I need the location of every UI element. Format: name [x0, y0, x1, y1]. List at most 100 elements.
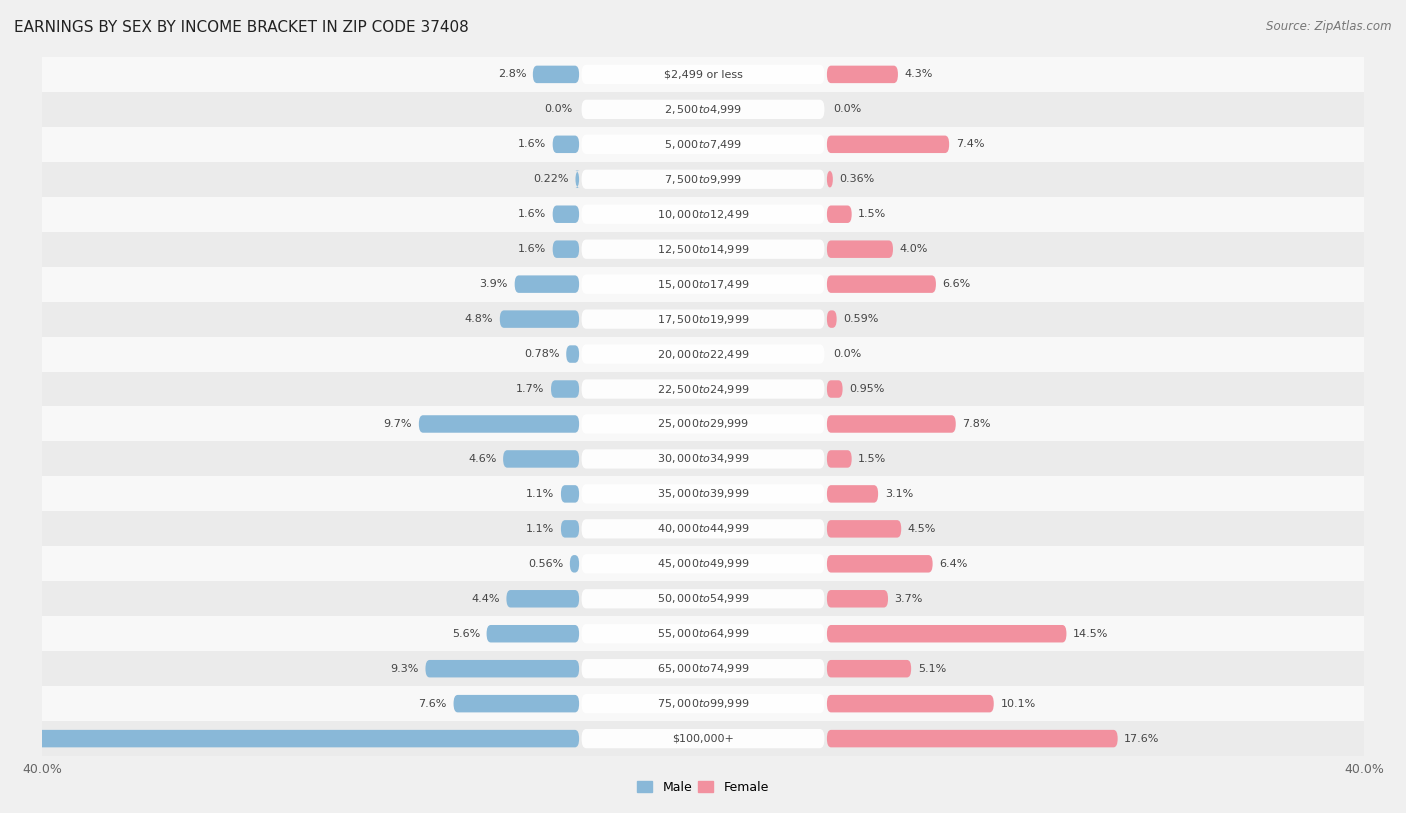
Bar	[42, 686, 1364, 721]
Text: 0.36%: 0.36%	[839, 174, 875, 185]
FancyBboxPatch shape	[582, 589, 824, 608]
Text: $50,000 to $54,999: $50,000 to $54,999	[657, 593, 749, 605]
FancyBboxPatch shape	[582, 415, 824, 433]
Text: $12,500 to $14,999: $12,500 to $14,999	[657, 243, 749, 255]
Bar	[42, 57, 1364, 92]
Text: 4.0%: 4.0%	[900, 244, 928, 254]
Text: 1.5%: 1.5%	[858, 454, 887, 464]
FancyBboxPatch shape	[582, 624, 824, 643]
FancyBboxPatch shape	[582, 694, 824, 713]
FancyBboxPatch shape	[827, 660, 911, 677]
FancyBboxPatch shape	[827, 485, 879, 502]
Text: $100,000+: $100,000+	[672, 733, 734, 744]
FancyBboxPatch shape	[582, 520, 824, 538]
FancyBboxPatch shape	[827, 66, 898, 83]
Text: 7.4%: 7.4%	[956, 139, 984, 150]
Text: 3.9%: 3.9%	[479, 279, 508, 289]
Text: $22,500 to $24,999: $22,500 to $24,999	[657, 383, 749, 395]
FancyBboxPatch shape	[419, 415, 579, 433]
FancyBboxPatch shape	[827, 380, 842, 398]
FancyBboxPatch shape	[582, 450, 824, 468]
FancyBboxPatch shape	[561, 520, 579, 537]
FancyBboxPatch shape	[575, 171, 579, 188]
FancyBboxPatch shape	[582, 729, 824, 748]
FancyBboxPatch shape	[533, 66, 579, 83]
Text: $10,000 to $12,499: $10,000 to $12,499	[657, 208, 749, 220]
Text: 3.7%: 3.7%	[894, 593, 922, 604]
FancyBboxPatch shape	[503, 450, 579, 467]
FancyBboxPatch shape	[553, 136, 579, 153]
FancyBboxPatch shape	[827, 136, 949, 153]
FancyBboxPatch shape	[582, 345, 824, 363]
Text: $30,000 to $34,999: $30,000 to $34,999	[657, 453, 749, 465]
Bar	[42, 511, 1364, 546]
Text: 0.0%: 0.0%	[544, 104, 572, 115]
Text: 14.5%: 14.5%	[1073, 628, 1108, 639]
FancyBboxPatch shape	[582, 65, 824, 84]
FancyBboxPatch shape	[551, 380, 579, 398]
Bar	[42, 441, 1364, 476]
Text: 10.1%: 10.1%	[1001, 698, 1036, 709]
Text: $65,000 to $74,999: $65,000 to $74,999	[657, 663, 749, 675]
FancyBboxPatch shape	[582, 100, 824, 119]
FancyBboxPatch shape	[582, 485, 824, 503]
Text: 1.1%: 1.1%	[526, 489, 554, 499]
Text: 4.5%: 4.5%	[908, 524, 936, 534]
FancyBboxPatch shape	[827, 555, 932, 572]
Legend: Male, Female: Male, Female	[633, 776, 773, 799]
Text: 4.6%: 4.6%	[468, 454, 496, 464]
Text: 7.8%: 7.8%	[962, 419, 991, 429]
FancyBboxPatch shape	[827, 695, 994, 712]
FancyBboxPatch shape	[506, 590, 579, 607]
Bar	[42, 616, 1364, 651]
FancyBboxPatch shape	[827, 415, 956, 433]
Bar	[42, 302, 1364, 337]
FancyBboxPatch shape	[582, 554, 824, 573]
Bar	[42, 232, 1364, 267]
Text: 6.6%: 6.6%	[942, 279, 970, 289]
Text: $55,000 to $64,999: $55,000 to $64,999	[657, 628, 749, 640]
Bar	[42, 476, 1364, 511]
FancyBboxPatch shape	[515, 276, 579, 293]
FancyBboxPatch shape	[827, 241, 893, 258]
Bar	[42, 406, 1364, 441]
Text: 6.4%: 6.4%	[939, 559, 967, 569]
Text: $7,500 to $9,999: $7,500 to $9,999	[664, 173, 742, 185]
Bar	[42, 127, 1364, 162]
Bar	[42, 581, 1364, 616]
FancyBboxPatch shape	[582, 275, 824, 293]
FancyBboxPatch shape	[567, 346, 579, 363]
FancyBboxPatch shape	[827, 730, 1118, 747]
Text: 9.3%: 9.3%	[391, 663, 419, 674]
Bar	[42, 372, 1364, 406]
Bar	[42, 651, 1364, 686]
FancyBboxPatch shape	[553, 241, 579, 258]
FancyBboxPatch shape	[827, 311, 837, 328]
Text: $5,000 to $7,499: $5,000 to $7,499	[664, 138, 742, 150]
FancyBboxPatch shape	[582, 205, 824, 224]
Text: 0.56%: 0.56%	[529, 559, 564, 569]
FancyBboxPatch shape	[486, 625, 579, 642]
Text: $75,000 to $99,999: $75,000 to $99,999	[657, 698, 749, 710]
Text: 0.0%: 0.0%	[834, 104, 862, 115]
Bar	[42, 721, 1364, 756]
FancyBboxPatch shape	[582, 170, 824, 189]
Bar	[42, 162, 1364, 197]
Bar	[42, 337, 1364, 372]
Text: 1.6%: 1.6%	[517, 209, 546, 220]
Text: 4.8%: 4.8%	[465, 314, 494, 324]
FancyBboxPatch shape	[454, 695, 579, 712]
FancyBboxPatch shape	[561, 485, 579, 502]
Text: $2,500 to $4,999: $2,500 to $4,999	[664, 103, 742, 115]
Text: 1.6%: 1.6%	[517, 244, 546, 254]
FancyBboxPatch shape	[827, 206, 852, 223]
Text: $45,000 to $49,999: $45,000 to $49,999	[657, 558, 749, 570]
Bar	[42, 267, 1364, 302]
FancyBboxPatch shape	[499, 311, 579, 328]
Text: EARNINGS BY SEX BY INCOME BRACKET IN ZIP CODE 37408: EARNINGS BY SEX BY INCOME BRACKET IN ZIP…	[14, 20, 468, 35]
FancyBboxPatch shape	[827, 171, 832, 188]
Text: $35,000 to $39,999: $35,000 to $39,999	[657, 488, 749, 500]
Text: 17.6%: 17.6%	[1125, 733, 1160, 744]
Text: $2,499 or less: $2,499 or less	[664, 69, 742, 80]
FancyBboxPatch shape	[827, 590, 889, 607]
